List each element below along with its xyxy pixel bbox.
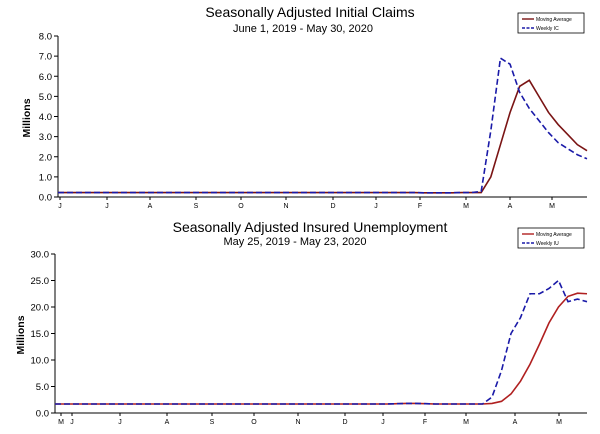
- chart2-x-tick-label: D: [342, 419, 347, 426]
- chart2-title: Seasonally Adjusted Insured Unemployment: [173, 219, 448, 235]
- chart2-x-tick-label: M: [463, 419, 469, 426]
- chart1-y-tick-label: 7.0: [39, 52, 52, 63]
- chart1-x-tick-label: O: [238, 203, 244, 210]
- chart2-x-tick-label: J: [70, 419, 74, 426]
- chart2-y-tick-label: 10.0: [31, 356, 50, 367]
- chart2-legend-label: Moving Average: [536, 232, 572, 238]
- chart2-y-axis-label: Millions: [15, 315, 27, 354]
- chart1-x-tick-label: M: [549, 203, 555, 210]
- chart2-x-tick-label: M: [556, 419, 562, 426]
- chart1-y-tick-label: 5.0: [39, 92, 52, 103]
- chart1-x-tick-label: F: [418, 203, 422, 210]
- chart2-legend-label: Weekly IU: [536, 241, 559, 247]
- chart2-subtitle: May 25, 2019 - May 23, 2020: [223, 236, 366, 248]
- chart1-y-axis-label: Millions: [21, 98, 33, 137]
- chart2-x-tick-label: F: [423, 419, 427, 426]
- chart2-x-tick-label: A: [513, 419, 518, 426]
- chart1-y-tick-label: 6.0: [39, 72, 52, 83]
- chart1-legend-label: Moving Average: [536, 17, 572, 23]
- chart2-y-tick-label: 0.0: [36, 409, 49, 420]
- chart2-y-tick-label: 30.0: [31, 250, 50, 261]
- chart1-y-tick-label: 2.0: [39, 152, 52, 163]
- chart1-x-tick-label: S: [194, 203, 199, 210]
- chart1-y-tick-label: 0.0: [39, 193, 52, 204]
- chart1-y-tick-label: 4.0: [39, 112, 52, 123]
- chart2-series-weekly-line: [55, 279, 588, 405]
- chart1-y-tick-label: 8.0: [39, 32, 52, 43]
- chart1-y-tick-label: 1.0: [39, 172, 52, 183]
- chart2-y-tick-label: 15.0: [31, 329, 50, 340]
- chart2-x-tick-label: A: [165, 419, 170, 426]
- chart2-x-tick-label: S: [210, 419, 215, 426]
- chart1-x-tick-label: M: [463, 203, 469, 210]
- chart2-x-tick-label: N: [295, 419, 300, 426]
- chart1-x-tick-label: D: [330, 203, 335, 210]
- chart2-x-tick-label: J: [381, 419, 385, 426]
- chart1-legend-box: [517, 12, 585, 34]
- chart1-x-tick-label: N: [283, 203, 288, 210]
- chart1-title: Seasonally Adjusted Initial Claims: [205, 4, 414, 20]
- chart2-x-tick-label: O: [251, 419, 257, 426]
- chart2-y-tick-label: 20.0: [31, 303, 50, 314]
- chart2-x-tick-label: J: [118, 419, 122, 426]
- chart1-y-tick-label: 3.0: [39, 132, 52, 143]
- chart2-legend-box: [517, 227, 585, 249]
- chart1-series-weekly-line: [58, 56, 588, 194]
- chart2-x-tick-label: M: [58, 419, 64, 426]
- chart1-x-tick-label: J: [374, 203, 378, 210]
- chart1-x-tick-label: A: [508, 203, 513, 210]
- chart1-subtitle: June 1, 2019 - May 30, 2020: [233, 23, 373, 35]
- chart2-y-tick-label: 5.0: [36, 382, 49, 393]
- chart2-y-tick-label: 25.0: [31, 276, 50, 287]
- chart1-x-tick-label: J: [105, 203, 109, 210]
- chart1-x-tick-label: J: [58, 203, 62, 210]
- chart1-legend-label: Weekly IC: [536, 26, 559, 32]
- chart1-x-tick-label: A: [148, 203, 153, 210]
